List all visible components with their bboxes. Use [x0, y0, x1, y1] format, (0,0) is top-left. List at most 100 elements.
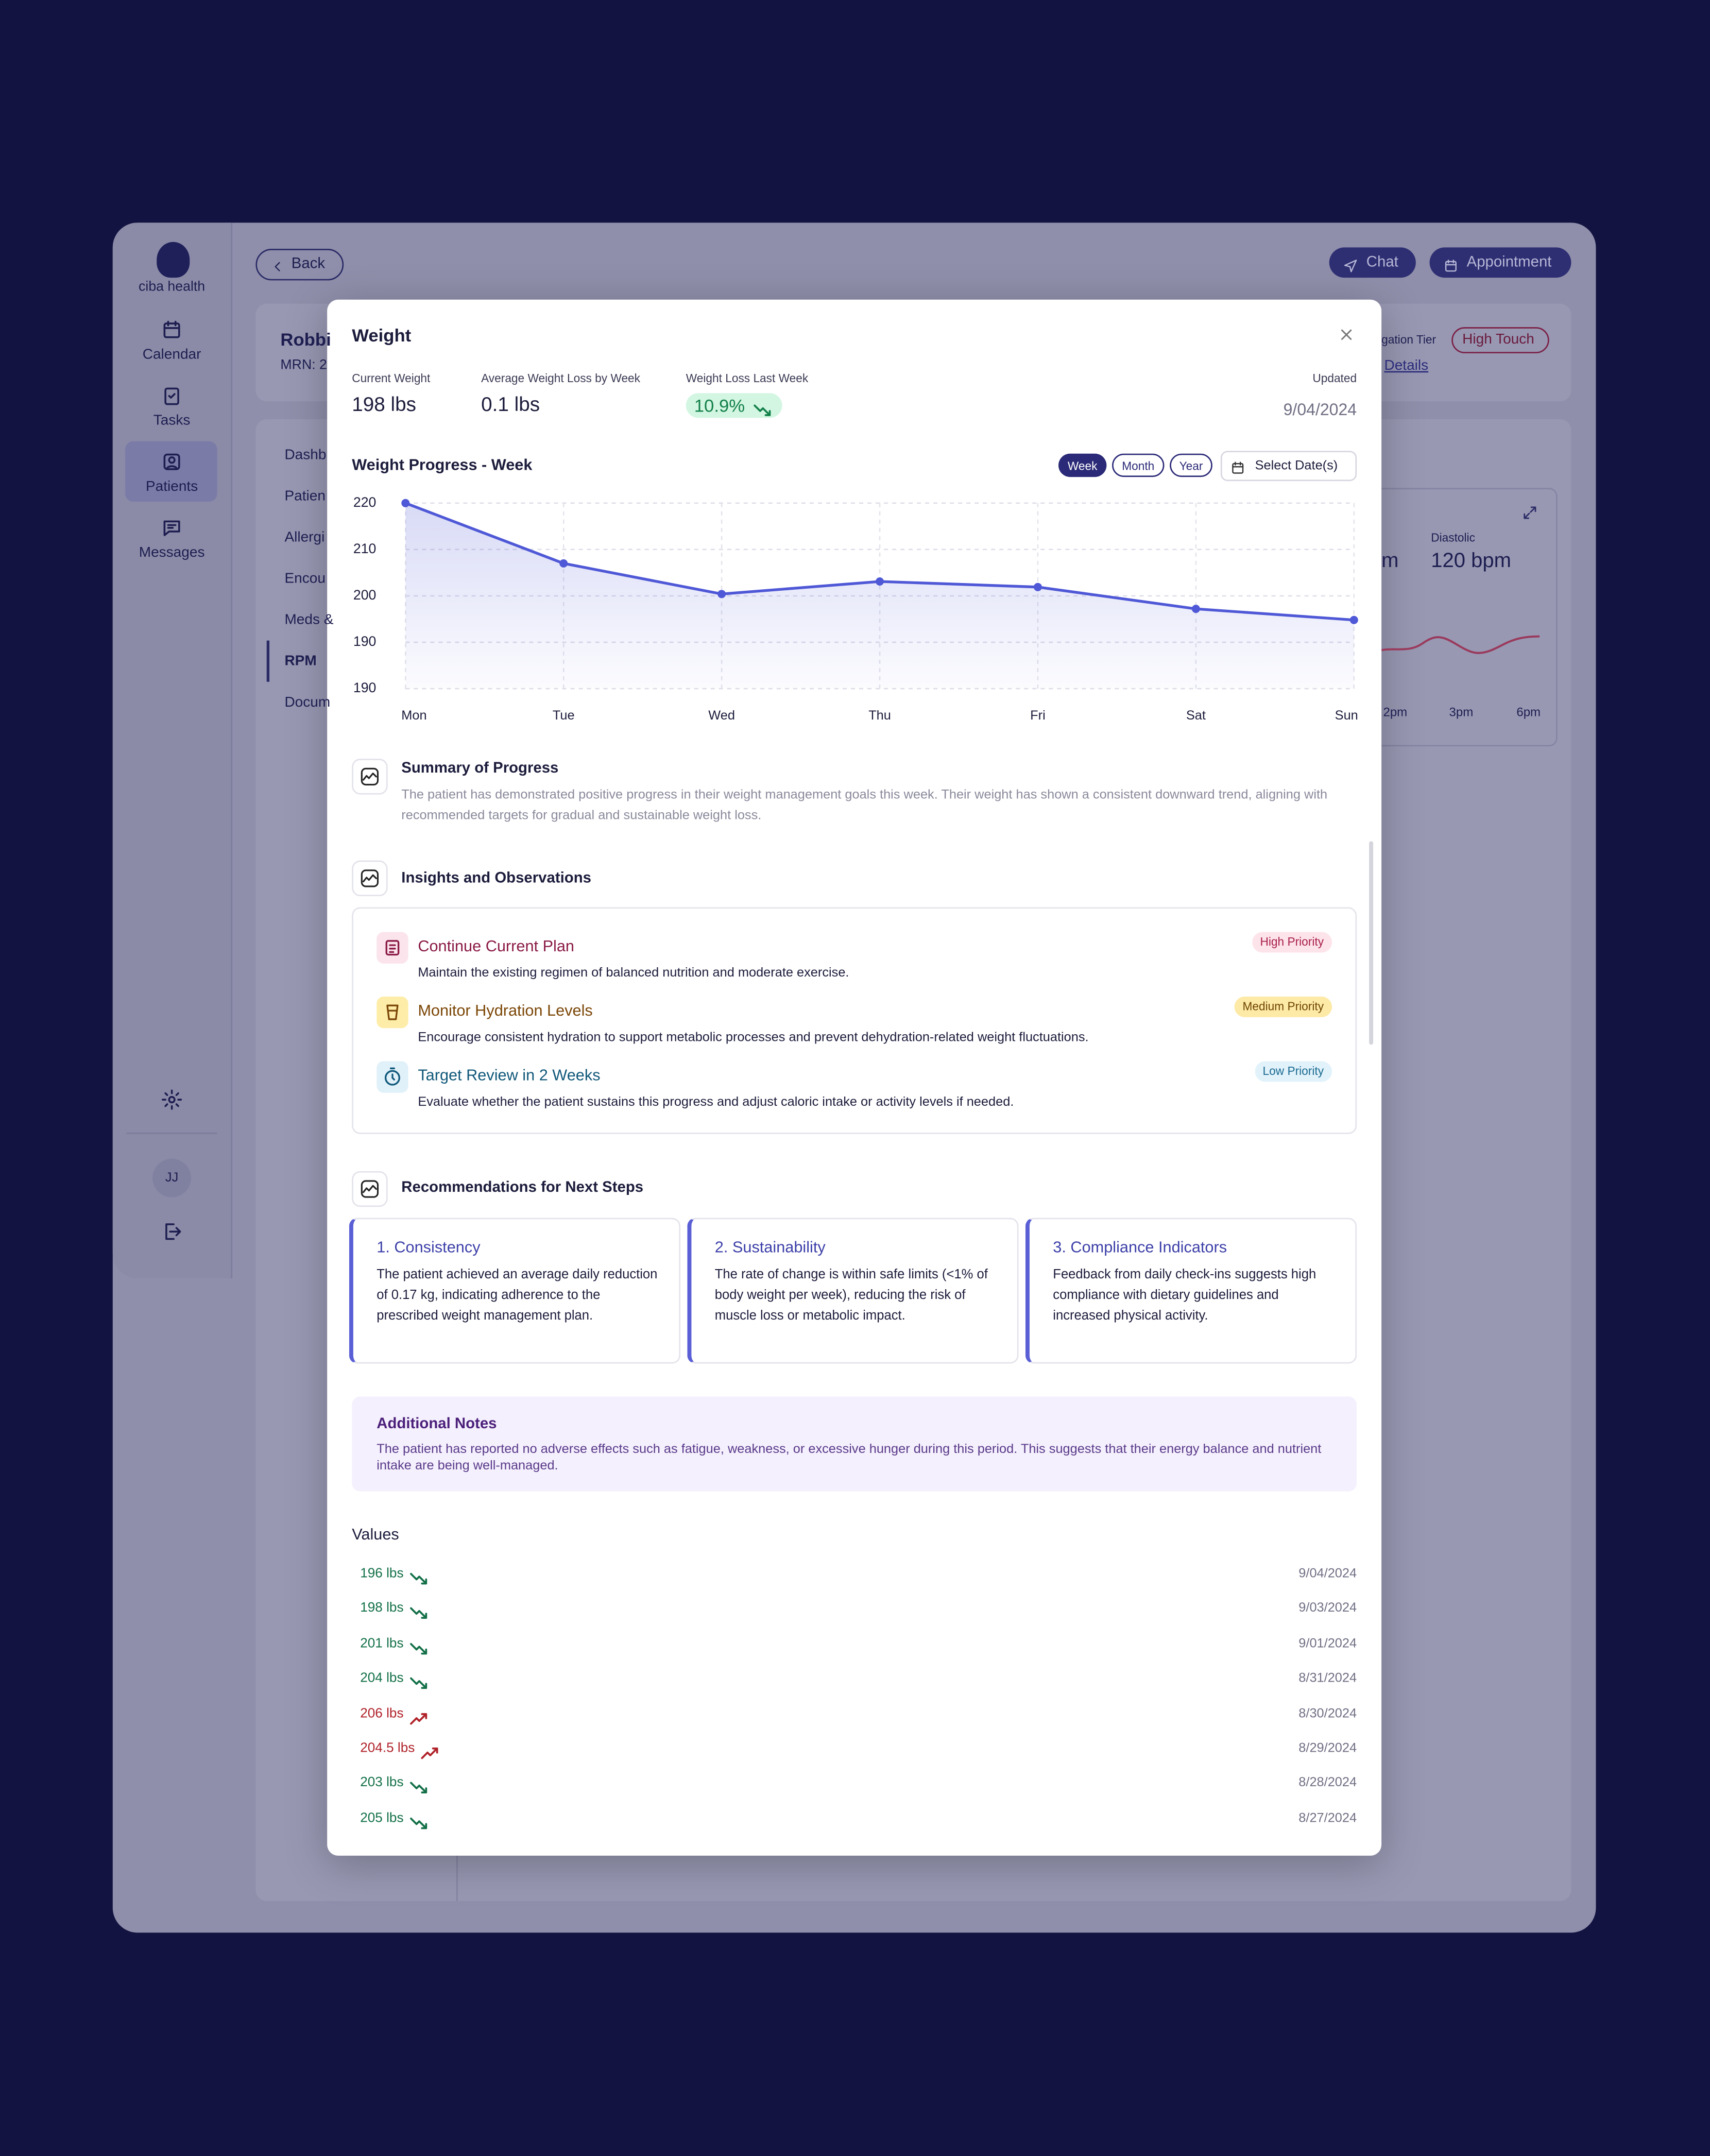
icon-part [385, 940, 400, 956]
stat-label: Average Weight Loss by Week [481, 371, 641, 385]
range-button[interactable] [1058, 453, 1107, 477]
rec-text: The rate of change is within safe limits… [714, 1267, 988, 1324]
insight-icon [382, 1002, 403, 1030]
logout-icon[interactable] [161, 1221, 183, 1250]
icon-part [410, 1817, 427, 1829]
icon-part [410, 1607, 427, 1620]
rec-card [1025, 1218, 1357, 1364]
nav-icon [161, 385, 183, 414]
priority-pill: High Priority [1252, 932, 1332, 953]
y-tick-label: 210 [353, 541, 377, 556]
icon-part [165, 1223, 175, 1240]
close-button[interactable] [1338, 326, 1356, 351]
summary-text: The patient has demonstrated positive pr… [401, 788, 1328, 824]
tab[interactable]: RPM [284, 653, 317, 670]
insight-icon-box [377, 932, 408, 964]
back-button[interactable] [255, 249, 344, 281]
tab[interactable]: Meds & [284, 611, 334, 628]
icon-part [410, 1817, 427, 1829]
rec-card [349, 1218, 681, 1364]
point [401, 499, 410, 507]
icon-part [163, 520, 180, 536]
y-tick-label: 200 [353, 587, 377, 603]
icon-part [361, 1180, 379, 1198]
insight-title: Target Review in 2 Weeks [418, 1068, 601, 1085]
stat-value: 198 lbs [352, 394, 417, 417]
expand-icon[interactable] [1521, 503, 1538, 528]
rec-text: Feedback from daily check-ins suggests h… [1053, 1267, 1316, 1324]
stat-value: 10.9% [694, 395, 745, 416]
insight-icon [382, 1067, 403, 1094]
section-title: Insights and Observations [401, 870, 591, 887]
point [717, 590, 726, 598]
tab[interactable]: Dashb [284, 447, 327, 464]
value-text: 204.5 lbs [360, 1741, 415, 1756]
nav-label[interactable]: Calendar [142, 346, 201, 363]
updated-label: Updated [1312, 371, 1357, 385]
icon-part [410, 1678, 427, 1689]
value-date: 8/31/2024 [1298, 1671, 1357, 1686]
insight-title: Monitor Hydration Levels [418, 1003, 593, 1020]
settings-icon[interactable] [161, 1089, 183, 1118]
tab[interactable]: Allergi [284, 529, 325, 546]
weight-modal: 220 210 200 190 190 Mon Tue Wed Thu Fri Sat Sun Wei… [327, 299, 1382, 1856]
logo [157, 242, 190, 278]
range-button[interactable] [1170, 453, 1212, 477]
rec-text: The patient achieved an average daily re… [377, 1267, 658, 1324]
icon-part [361, 869, 379, 887]
sidebar [112, 223, 233, 1278]
y-tick-label: 220 [353, 494, 377, 510]
point [876, 577, 884, 586]
icon-part [386, 1004, 399, 1020]
details-link[interactable]: Details [1384, 357, 1429, 374]
icon-part [162, 1089, 182, 1110]
nav-label[interactable]: Tasks [153, 412, 191, 429]
value-date: 8/29/2024 [1298, 1741, 1357, 1756]
trend-icon [409, 1567, 429, 1592]
nav-label[interactable]: Messages [139, 544, 205, 561]
value-text: 203 lbs [360, 1775, 404, 1791]
bg-label: Diastolic [1431, 531, 1475, 544]
tab[interactable]: Encou [284, 570, 326, 587]
date-icon [1230, 458, 1245, 483]
icon-part [164, 387, 179, 405]
icon-part [1445, 260, 1457, 272]
section-icon [360, 869, 379, 895]
icon-part [410, 1713, 427, 1724]
bg-value: 120 bpm [1431, 549, 1512, 573]
nav-label[interactable]: Patients [145, 478, 198, 495]
tab[interactable]: Patien [284, 488, 326, 505]
icon-part [1524, 506, 1536, 519]
icon-part [421, 1747, 438, 1759]
action-button[interactable] [1329, 247, 1416, 278]
nav-icon [161, 517, 183, 545]
rec-title: 3. Compliance Indicators [1053, 1240, 1227, 1257]
section-title: Summary of Progress [401, 760, 559, 777]
value-text: 204 lbs [360, 1671, 404, 1686]
icon-part [1445, 261, 1457, 272]
tier-pill [1451, 327, 1549, 353]
trend-icon [409, 1707, 429, 1732]
range-button[interactable] [1112, 453, 1165, 477]
icon-part [384, 1067, 400, 1086]
trend-icon [754, 399, 773, 423]
icon-part [169, 1227, 181, 1237]
y-tick-label: 190 [353, 634, 377, 649]
back-icon [271, 255, 285, 280]
icon-part [410, 1607, 427, 1620]
icon-part [275, 262, 280, 271]
bg-wave [1381, 625, 1541, 671]
icon-part [163, 453, 180, 470]
action-icon [1443, 255, 1458, 280]
icon-part [754, 404, 771, 416]
date-picker-label: Select Date(s) [1255, 458, 1338, 474]
value-text: 206 lbs [360, 1706, 404, 1721]
insights-box [352, 907, 1357, 1134]
tab[interactable]: Docum [284, 694, 331, 711]
date-picker[interactable] [1220, 451, 1357, 482]
chart-title: Weight Progress - Week [352, 457, 533, 474]
icon-part [168, 456, 176, 464]
icon-part [1232, 461, 1244, 474]
section-icon-box [352, 759, 388, 795]
tier: High Touch [1462, 331, 1534, 348]
